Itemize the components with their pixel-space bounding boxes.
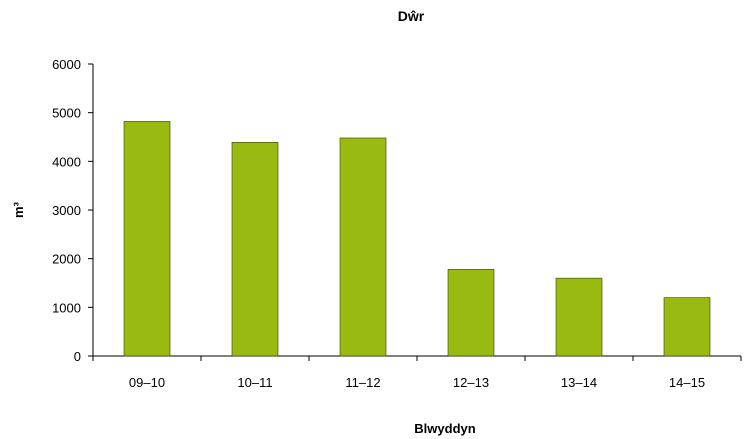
bar-10–11	[231, 142, 279, 357]
y-tick-label: 1000	[52, 300, 81, 315]
x-tick-label: 13–14	[561, 375, 597, 390]
bar-12–13	[447, 269, 495, 357]
bar-11–12	[339, 137, 387, 357]
plot-area: 0 1000 2000 3000 4000 5000 6000 09–10 10–11 11–12…	[52, 57, 742, 390]
x-axis-label: Blwyddyn	[414, 421, 475, 436]
x-tick-label: 11–12	[345, 375, 380, 390]
x-tick-label: 12–13	[453, 375, 489, 390]
y-tick-label: 3000	[52, 203, 81, 218]
x-tick-label: 14–15	[669, 375, 705, 390]
y-tick-label: 6000	[52, 57, 81, 72]
x-tick-label: 09–10	[129, 375, 165, 390]
x-tick-label: 10–11	[237, 375, 272, 390]
y-tick-label: 5000	[52, 106, 81, 121]
y-tick-label: 2000	[52, 252, 81, 267]
bar-09–10	[123, 121, 171, 357]
y-tick-label: 0	[74, 349, 81, 364]
y-axis-label: m³	[11, 201, 26, 218]
bar-14–15	[663, 297, 711, 357]
chart-title: Dŵr	[398, 8, 425, 24]
y-tick-label: 4000	[52, 154, 81, 169]
bar-13–14	[555, 277, 603, 357]
